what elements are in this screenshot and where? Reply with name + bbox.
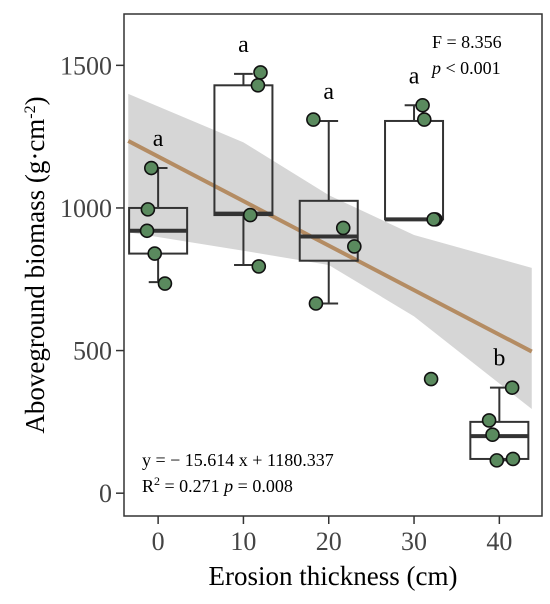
significance-letter-30: a — [409, 63, 420, 89]
data-point-10-2 — [242, 207, 258, 223]
regression-line — [127, 139, 533, 354]
x-axis-title: Erosion thickness (cm) — [209, 561, 458, 591]
data-point-40-2 — [485, 427, 500, 443]
data-point-40-1 — [481, 413, 497, 428]
data-point-0-3 — [147, 246, 163, 261]
data-point-0-2 — [139, 223, 155, 239]
anova-f-statistic: F = 8.356 — [432, 32, 502, 52]
data-point-10-1 — [250, 78, 266, 93]
plot-frame — [123, 13, 543, 517]
significance-letter-40: b — [493, 346, 505, 372]
x-tick-label-10: 10 — [230, 527, 256, 556]
significance-letter-0: a — [153, 126, 164, 152]
data-point-40-4 — [505, 451, 521, 467]
y-tick-label-500: 500 — [73, 337, 112, 366]
confidence-band — [128, 93, 532, 410]
y-axis-title: Aboveground biomass (g·cm-2) — [20, 96, 50, 433]
data-point-20-2 — [347, 239, 362, 254]
data-point-20-0 — [306, 112, 321, 127]
data-point-10-0 — [253, 65, 268, 80]
data-point-0-1 — [140, 202, 156, 217]
data-point-20-3 — [308, 296, 324, 311]
group-20-box — [298, 199, 359, 262]
y-tick-label-0: 0 — [99, 479, 112, 508]
data-point-10-3 — [251, 259, 267, 274]
data-point-40-3 — [489, 453, 505, 468]
x-tick-label-30: 30 — [401, 527, 427, 556]
y-tick-label-1000: 1000 — [60, 194, 112, 223]
data-point-0-4 — [157, 276, 173, 291]
data-point-40-0 — [504, 380, 520, 395]
data-point-30-4 — [423, 371, 439, 387]
group-40-box — [469, 420, 530, 460]
significance-letter-20: a — [323, 79, 334, 105]
x-tick-label-0: 0 — [152, 527, 165, 556]
data-point-20-1 — [335, 220, 351, 236]
y-tick-label-1500: 1500 — [60, 51, 112, 80]
data-point-30-1 — [416, 112, 432, 127]
x-tick-label-20: 20 — [316, 527, 342, 556]
anova-p-value: p < 0.001 — [430, 58, 501, 78]
data-point-0-0 — [143, 160, 159, 176]
data-point-30-0 — [415, 97, 430, 113]
x-tick-label-40: 40 — [486, 527, 512, 556]
regression-equation: y = − 15.614 x + 1180.337 — [142, 450, 334, 470]
group-30-box — [384, 119, 445, 221]
significance-letter-10: a — [238, 32, 249, 58]
regression-r2: R2 = 0.271 p = 0.008 — [142, 474, 293, 496]
data-point-30-3 — [426, 212, 441, 227]
